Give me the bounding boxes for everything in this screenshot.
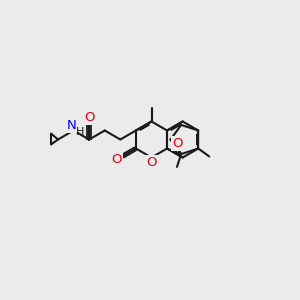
Text: O: O xyxy=(172,136,182,150)
Text: H: H xyxy=(76,127,84,137)
Text: N: N xyxy=(67,119,77,132)
Text: O: O xyxy=(111,153,122,166)
Text: O: O xyxy=(84,111,94,124)
Text: O: O xyxy=(146,156,157,169)
